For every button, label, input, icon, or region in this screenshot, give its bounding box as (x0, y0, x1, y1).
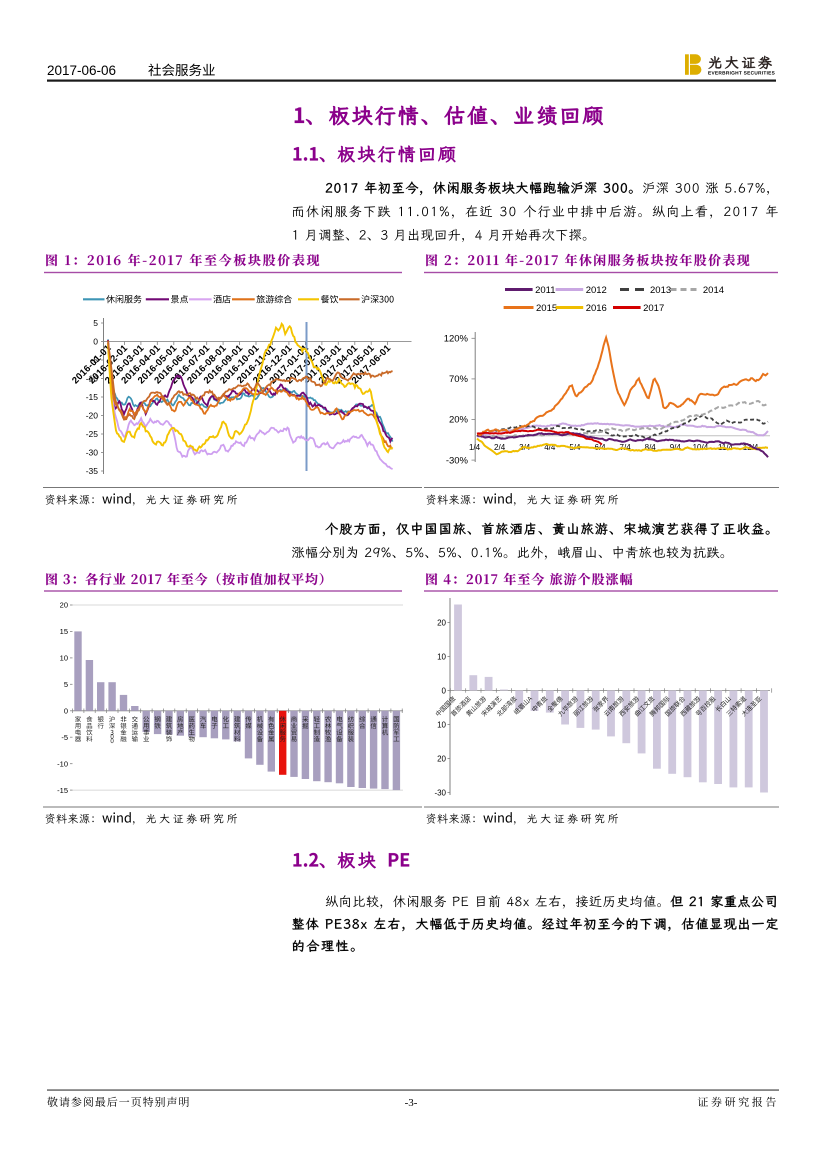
svg-text:-25: -25 (86, 429, 99, 439)
svg-text:0: 0 (442, 686, 447, 695)
svg-text:4/4: 4/4 (544, 443, 556, 452)
svg-text:2/4: 2/4 (494, 443, 506, 452)
svg-text:-10: -10 (86, 374, 99, 384)
svg-text:5: 5 (93, 318, 98, 328)
svg-text:20: 20 (437, 618, 446, 627)
svg-text:-35: -35 (86, 466, 99, 476)
svg-text:2011: 2011 (535, 285, 555, 296)
svg-text:8/4: 8/4 (645, 443, 657, 452)
svg-text:2015: 2015 (536, 303, 557, 314)
svg-text:0: 0 (93, 337, 98, 347)
svg-text:20: 20 (60, 601, 68, 610)
svg-text:10: 10 (437, 720, 446, 729)
svg-text:2017: 2017 (643, 303, 664, 314)
svg-text:9/4: 9/4 (670, 443, 682, 452)
svg-text:-15: -15 (57, 786, 68, 795)
svg-text:-10: -10 (57, 759, 68, 768)
svg-text:-15: -15 (86, 392, 99, 402)
svg-text:1/4: 1/4 (469, 443, 481, 452)
svg-text:70%: 70% (449, 374, 469, 385)
svg-text:-5: -5 (61, 733, 68, 742)
svg-text:10/4: 10/4 (693, 443, 709, 452)
svg-text:2017-06-06: 2017-06-06 (47, 63, 116, 78)
svg-text:2014: 2014 (703, 285, 724, 296)
svg-text:10: 10 (437, 652, 446, 661)
svg-text:2013: 2013 (650, 285, 671, 296)
svg-text:-30%: -30% (446, 455, 469, 466)
svg-text:-5: -5 (90, 355, 98, 365)
svg-text:10: 10 (60, 654, 68, 663)
svg-text:2012: 2012 (586, 285, 607, 296)
svg-text:20%: 20% (449, 415, 469, 426)
svg-text:-3-: -3- (405, 1097, 418, 1109)
svg-text:-30: -30 (86, 448, 99, 458)
svg-text:0: 0 (64, 707, 68, 716)
svg-text:-20: -20 (86, 411, 99, 421)
svg-text:-30: -30 (434, 788, 446, 797)
svg-text:5: 5 (64, 680, 68, 689)
svg-text:15: 15 (60, 627, 68, 636)
svg-text:7/4: 7/4 (620, 443, 632, 452)
svg-text:20: 20 (437, 754, 446, 763)
svg-text:2016: 2016 (586, 303, 607, 314)
svg-text:120%: 120% (444, 334, 469, 345)
